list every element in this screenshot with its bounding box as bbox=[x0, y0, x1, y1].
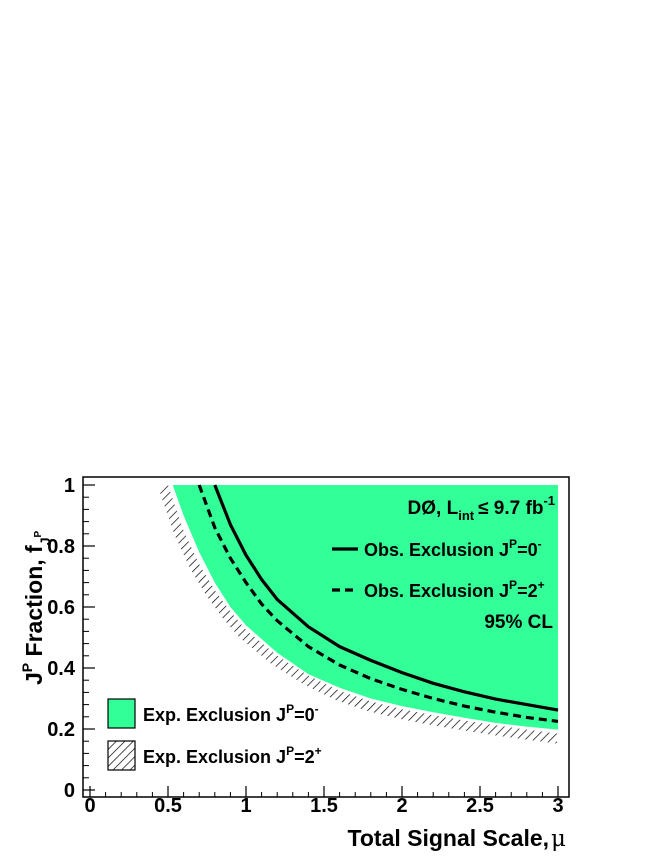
x-tick-label: 3 bbox=[552, 795, 563, 817]
series-exp-0minus-band bbox=[172, 485, 558, 730]
y-tick-label: 1 bbox=[64, 475, 75, 497]
legend-label-obs-2plus: Obs. Exclusion JP=2+ bbox=[364, 578, 545, 601]
legend-label-exp-2plus: Exp. Exclusion JP=2+ bbox=[143, 744, 322, 767]
plot-frame bbox=[82, 476, 570, 798]
legend-swatch-exp-0minus bbox=[107, 698, 136, 729]
x-tick-label: 1.5 bbox=[310, 795, 338, 817]
y-tick-label: 0 bbox=[64, 780, 75, 802]
x-tick-label: 0 bbox=[84, 795, 95, 817]
y-axis-title: JP Fraction, fJP bbox=[19, 531, 53, 686]
x-axis-title: Total Signal Scale,μ bbox=[348, 825, 567, 852]
legend-observed: Obs. Exclusion JP=0- Obs. Exclusion JP=2… bbox=[332, 537, 545, 601]
x-tick-label: 0.5 bbox=[154, 795, 182, 817]
y-tick-label: 0.6 bbox=[47, 597, 75, 619]
experiment-label: DØ, Lint ≤ 9.7 fb-1 bbox=[408, 493, 555, 523]
x-tick-label: 1 bbox=[240, 795, 251, 817]
legend-expected: Exp. Exclusion JP=0- Exp. Exclusion JP=2… bbox=[107, 698, 322, 771]
cl-label: 95% CL bbox=[484, 612, 553, 633]
plot-content bbox=[158, 484, 559, 744]
y-tick-label: 0.2 bbox=[47, 719, 75, 741]
x-tick-label: 2.5 bbox=[466, 795, 494, 817]
series-obs-2plus-line bbox=[197, 484, 559, 723]
legend-swatch-exp-2plus bbox=[107, 740, 136, 771]
x-tick-label: 2 bbox=[396, 795, 407, 817]
series-obs-0minus-line bbox=[213, 484, 559, 712]
axes: 0 0.5 1 1.5 2 2.5 3 0 0.2 0.4 0.6 0.8 1 bbox=[47, 475, 563, 817]
legend-label-obs-0minus: Obs. Exclusion JP=0- bbox=[364, 537, 542, 560]
legend-label-exp-0minus: Exp. Exclusion JP=0- bbox=[143, 702, 319, 725]
y-tick-label: 0.8 bbox=[47, 536, 75, 558]
y-tick-label: 0.4 bbox=[47, 658, 76, 680]
